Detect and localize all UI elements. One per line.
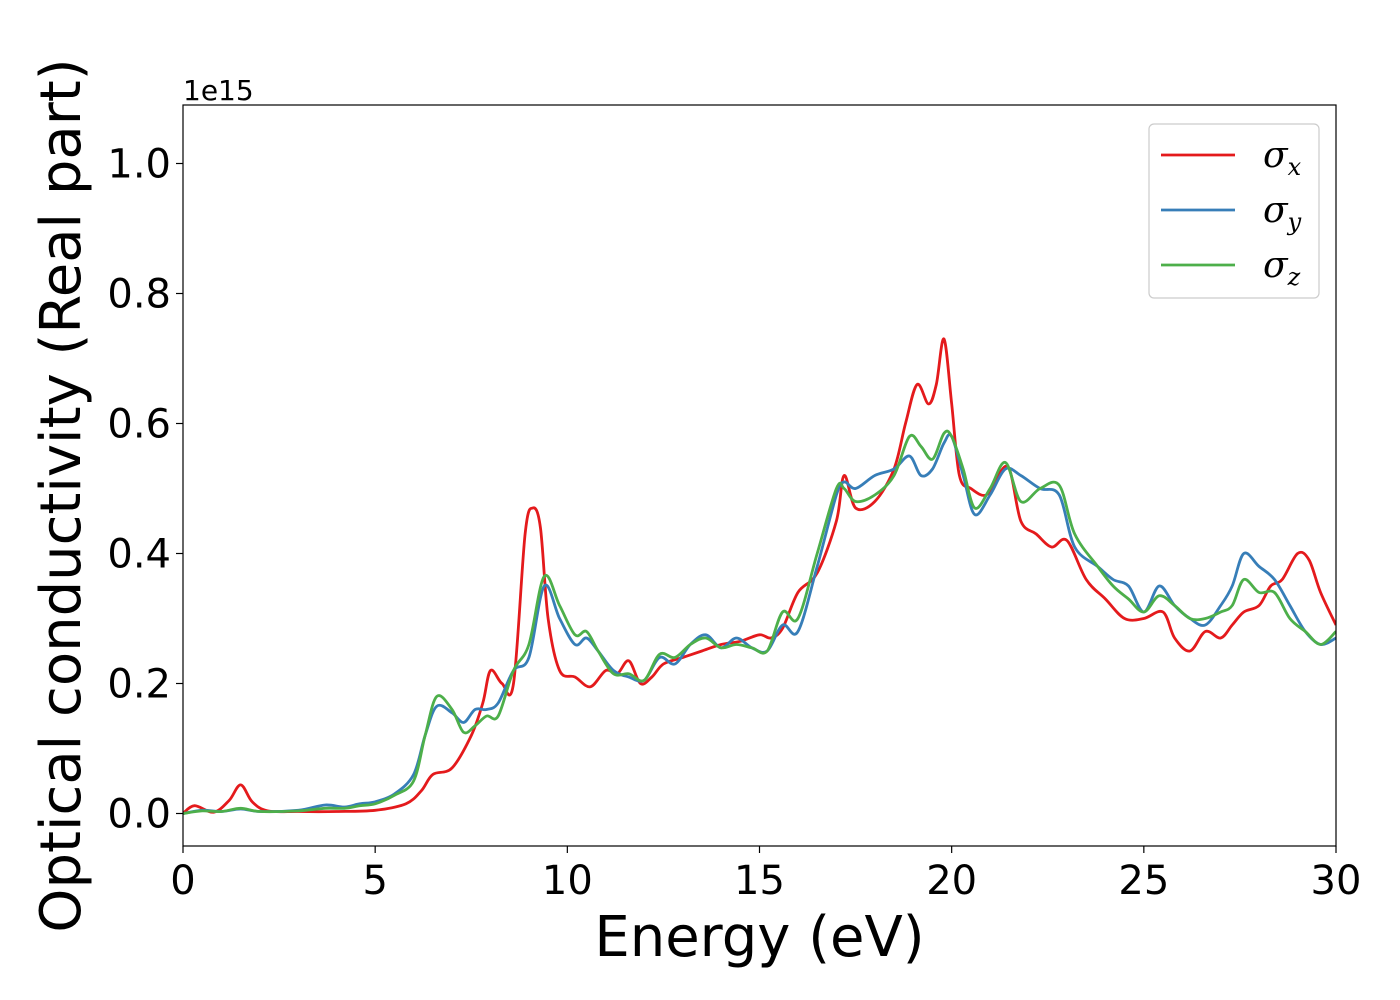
x-tick-label: 5 bbox=[362, 858, 387, 904]
x-axis-title: Energy (eV) bbox=[594, 905, 924, 970]
x-tick-label: 15 bbox=[734, 858, 785, 904]
legend-label-y: σy bbox=[1263, 190, 1302, 236]
legend-label-z: σz bbox=[1263, 245, 1301, 291]
x-tick-label: 30 bbox=[1311, 858, 1362, 904]
y-offset-label: 1e15 bbox=[183, 74, 254, 107]
y-tick-label: 0.8 bbox=[107, 272, 171, 318]
x-axis: 0 5 10 15 20 25 30 bbox=[170, 846, 1361, 904]
x-tick-label: 0 bbox=[170, 858, 195, 904]
y-tick-label: 0.4 bbox=[107, 532, 171, 578]
y-tick-label: 1.0 bbox=[107, 142, 171, 188]
x-tick-label: 25 bbox=[1118, 858, 1169, 904]
x-tick-label: 10 bbox=[542, 858, 593, 904]
legend-symbol: σ bbox=[1263, 135, 1289, 176]
legend-subscript: x bbox=[1288, 153, 1302, 181]
legend-symbol: σ bbox=[1263, 245, 1289, 286]
x-tick-label: 20 bbox=[926, 858, 977, 904]
y-tick-label: 0.6 bbox=[107, 402, 171, 448]
y-axis-title: Optical conductivity (Real part) bbox=[29, 58, 94, 932]
y-tick-label: 0.2 bbox=[107, 662, 171, 708]
legend-subscript: y bbox=[1287, 208, 1302, 236]
series-line-z bbox=[183, 429, 1336, 815]
y-axis: 0.0 0.2 0.4 0.6 0.8 1.0 bbox=[107, 142, 183, 838]
legend-label-x: σx bbox=[1263, 135, 1302, 181]
series-line-x bbox=[183, 337, 1336, 815]
plot-area bbox=[183, 337, 1336, 815]
y-tick-label: 0.0 bbox=[107, 792, 171, 838]
legend-subscript: z bbox=[1287, 263, 1301, 291]
legend-symbol: σ bbox=[1263, 190, 1289, 231]
